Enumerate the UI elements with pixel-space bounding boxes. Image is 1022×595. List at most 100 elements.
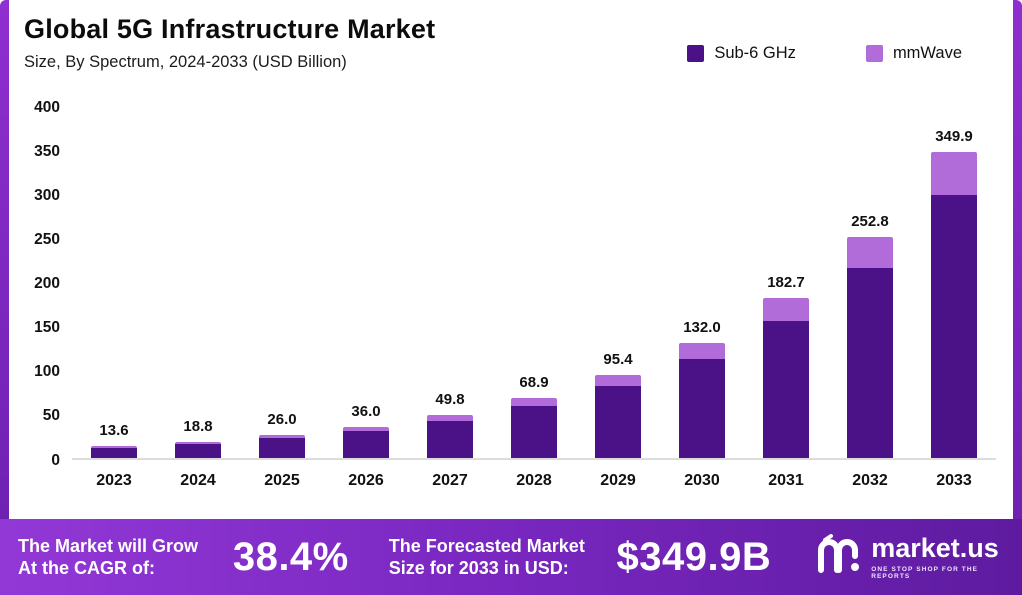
bar-cell-2029: 95.4 bbox=[576, 108, 660, 458]
bar-segment-mmwave bbox=[259, 435, 305, 439]
bar-total-label: 36.0 bbox=[351, 402, 381, 420]
bar-segment-mmwave bbox=[343, 426, 389, 431]
bar-total-label: 95.4 bbox=[603, 350, 633, 368]
x-tick-label-2025: 2025 bbox=[264, 472, 300, 489]
x-tick-label-2031: 2031 bbox=[768, 472, 804, 489]
bar-total-label: 132.0 bbox=[683, 318, 721, 336]
bar-segment-mmwave bbox=[595, 374, 641, 387]
x-tick-label-2033: 2033 bbox=[936, 472, 972, 489]
page-subtitle: Size, By Spectrum, 2024-2033 (USD Billio… bbox=[24, 53, 347, 71]
forecast-value: $349.9B bbox=[616, 534, 772, 579]
bar-segment-mmwave bbox=[931, 151, 977, 195]
stacked-bar-2026: 36.0 bbox=[343, 403, 389, 458]
legend-label: mmWave bbox=[892, 44, 962, 62]
y-tick-label: 300 bbox=[34, 187, 60, 205]
bar-segment-sub-6-ghz bbox=[259, 438, 305, 458]
bar-segment-sub-6-ghz bbox=[679, 358, 725, 458]
bar-segment-mmwave bbox=[91, 446, 137, 448]
bar-total-label: 182.7 bbox=[767, 274, 805, 292]
bar-segment-sub-6-ghz bbox=[595, 386, 641, 458]
stacked-bar-2029: 95.4 bbox=[595, 351, 641, 458]
legend-item-sub-6-ghz: Sub-6 GHz bbox=[687, 44, 796, 63]
right-border-strip bbox=[1013, 0, 1022, 595]
bar-total-label: 49.8 bbox=[435, 390, 465, 408]
bar-total-label: 349.9 bbox=[935, 127, 973, 145]
stacked-bar-2030: 132.0 bbox=[679, 319, 725, 458]
bar-segment-sub-6-ghz bbox=[763, 320, 809, 458]
y-axis: 400 350 300 250 200 150 100 50 0 bbox=[12, 100, 60, 468]
y-tick-label: 150 bbox=[34, 319, 60, 337]
y-tick-label: 0 bbox=[51, 451, 60, 469]
stacked-bar-2027: 49.8 bbox=[427, 391, 473, 458]
brand-block: market.us ONE STOP SHOP FOR THE REPORTS bbox=[815, 532, 1004, 581]
legend-swatch bbox=[865, 45, 883, 62]
legend-swatch bbox=[687, 45, 705, 62]
bar-cell-2030: 132.0 bbox=[660, 108, 744, 458]
x-tick-label-2023: 2023 bbox=[96, 472, 132, 489]
bar-total-label: 68.9 bbox=[519, 373, 549, 391]
x-tick-label-2027: 2027 bbox=[432, 472, 468, 489]
forecast-label: The Forecasted Market Size for 2033 in U… bbox=[388, 535, 585, 579]
bar-cell-2025: 26.0 bbox=[240, 108, 324, 458]
bar-total-label: 18.8 bbox=[183, 417, 213, 435]
plot-area: 13.6 18.8 26.0 36.0 49.8 68.9 95.4 132.0 182.7 25… bbox=[72, 108, 996, 460]
bar-cell-2031: 182.7 bbox=[744, 108, 828, 458]
brand-tagline: ONE STOP SHOP FOR THE REPORTS bbox=[871, 565, 979, 580]
bar-total-label: 26.0 bbox=[267, 411, 297, 429]
bar-segment-mmwave bbox=[679, 342, 725, 359]
stacked-bar-2033: 349.9 bbox=[931, 128, 977, 458]
brand-text: market.us ONE STOP SHOP FOR THE REPORTS bbox=[871, 532, 1004, 580]
bar-cell-2024: 18.8 bbox=[156, 108, 240, 458]
market-us-logo-icon bbox=[815, 533, 861, 581]
bar-segment-mmwave bbox=[847, 236, 893, 268]
stacked-bar-2025: 26.0 bbox=[259, 411, 305, 458]
bar-cell-2032: 252.8 bbox=[828, 108, 912, 458]
bar-cell-2027: 49.8 bbox=[408, 108, 492, 458]
y-tick-label: 250 bbox=[34, 231, 60, 249]
bar-segment-sub-6-ghz bbox=[511, 406, 557, 458]
stacked-bar-2028: 68.9 bbox=[511, 374, 557, 458]
x-tick-label-2030: 2030 bbox=[684, 472, 720, 489]
left-border-strip bbox=[0, 0, 9, 595]
brand-name: market.us bbox=[871, 532, 999, 563]
x-axis: 2023 2024 2025 2026 2027 2028 2029 2030 2031 2032… bbox=[72, 472, 996, 490]
bar-segment-sub-6-ghz bbox=[847, 267, 893, 458]
legend-label: Sub-6 GHz bbox=[714, 44, 796, 62]
y-tick-label: 350 bbox=[34, 143, 60, 161]
bar-cell-2026: 36.0 bbox=[324, 108, 408, 458]
y-tick-label: 50 bbox=[42, 407, 60, 425]
bar-segment-mmwave bbox=[511, 397, 557, 407]
bar-segment-sub-6-ghz bbox=[931, 194, 977, 458]
bar-segment-mmwave bbox=[427, 414, 473, 421]
bar-cell-2033: 349.9 bbox=[912, 108, 996, 458]
bar-segment-sub-6-ghz bbox=[175, 443, 221, 458]
footer-banner: The Market will Grow At the CAGR of: 38.… bbox=[0, 519, 1022, 595]
chart-legend: Sub-6 GHz mmWave bbox=[687, 44, 962, 63]
x-tick-label-2032: 2032 bbox=[852, 472, 888, 489]
bar-segment-mmwave bbox=[175, 441, 221, 444]
stacked-bar-2024: 18.8 bbox=[175, 418, 221, 458]
stacked-bar-2031: 182.7 bbox=[763, 274, 809, 458]
cagr-label: The Market will Grow At the CAGR of: bbox=[18, 535, 199, 579]
y-tick-label: 400 bbox=[34, 99, 60, 116]
bar-cell-2028: 68.9 bbox=[492, 108, 576, 458]
bar-segment-sub-6-ghz bbox=[91, 447, 137, 458]
page-title: Global 5G Infrastructure Market bbox=[24, 14, 436, 44]
y-tick-label: 200 bbox=[34, 275, 60, 293]
bar-segment-sub-6-ghz bbox=[427, 420, 473, 458]
bar-cell-2023: 13.6 bbox=[72, 108, 156, 458]
x-tick-label-2028: 2028 bbox=[516, 472, 552, 489]
bar-segment-mmwave bbox=[763, 298, 809, 321]
chart-header: Global 5G Infrastructure Market Size, By… bbox=[24, 14, 435, 72]
x-tick-label-2026: 2026 bbox=[348, 472, 384, 489]
cagr-value: 38.4% bbox=[232, 534, 349, 579]
bar-segment-sub-6-ghz bbox=[343, 430, 389, 458]
legend-item-mmwave: mmWave bbox=[865, 44, 962, 63]
x-tick-label-2029: 2029 bbox=[600, 472, 636, 489]
bar-total-label: 252.8 bbox=[851, 212, 889, 230]
y-tick-label: 100 bbox=[34, 363, 60, 381]
stacked-bar-2023: 13.6 bbox=[91, 422, 137, 458]
x-tick-label-2024: 2024 bbox=[180, 472, 216, 489]
bar-total-label: 13.6 bbox=[99, 422, 129, 440]
